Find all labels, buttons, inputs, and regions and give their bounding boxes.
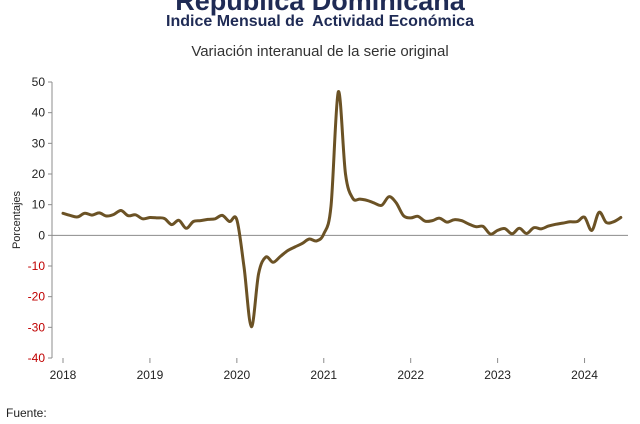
y-tick-label: -20	[28, 290, 46, 304]
x-axis: 2018 2019 2020 2021 2022 2023 2024	[50, 234, 628, 382]
y-tick-label: -10	[28, 259, 46, 273]
x-tick-label: 2023	[484, 368, 511, 382]
x-tick-label: 2020	[223, 368, 250, 382]
x-tick-label: 2024	[571, 368, 598, 382]
chart-description: Variación interanual de la serie origina…	[191, 43, 449, 60]
x-tick-label: 2022	[397, 368, 424, 382]
y-tick-label: 20	[32, 167, 46, 181]
x-tick-label: 2021	[310, 368, 337, 382]
y-tick-label: -40	[28, 351, 46, 365]
y-axis: 50 40 30 20 10 0 -10 -20 -30 -40	[28, 75, 53, 365]
source-label: Fuente:	[6, 406, 47, 420]
y-tick-label: 0	[38, 228, 45, 242]
chart-title: República Dominicana	[175, 0, 465, 16]
chart-subtitle: Indice Mensual de Actividad Económica	[166, 13, 474, 30]
y-axis-label: Porcentajes	[11, 190, 23, 249]
y-tick-label: 10	[32, 198, 46, 212]
y-tick-label: -30	[28, 320, 46, 334]
series-line	[61, 90, 623, 329]
y-tick-label: 50	[32, 75, 46, 89]
y-tick-label: 30	[32, 136, 46, 150]
y-tick-label: 40	[32, 106, 46, 120]
series-layer	[61, 90, 623, 329]
x-tick-label: 2019	[137, 368, 164, 382]
x-tick-label: 2018	[50, 368, 77, 382]
